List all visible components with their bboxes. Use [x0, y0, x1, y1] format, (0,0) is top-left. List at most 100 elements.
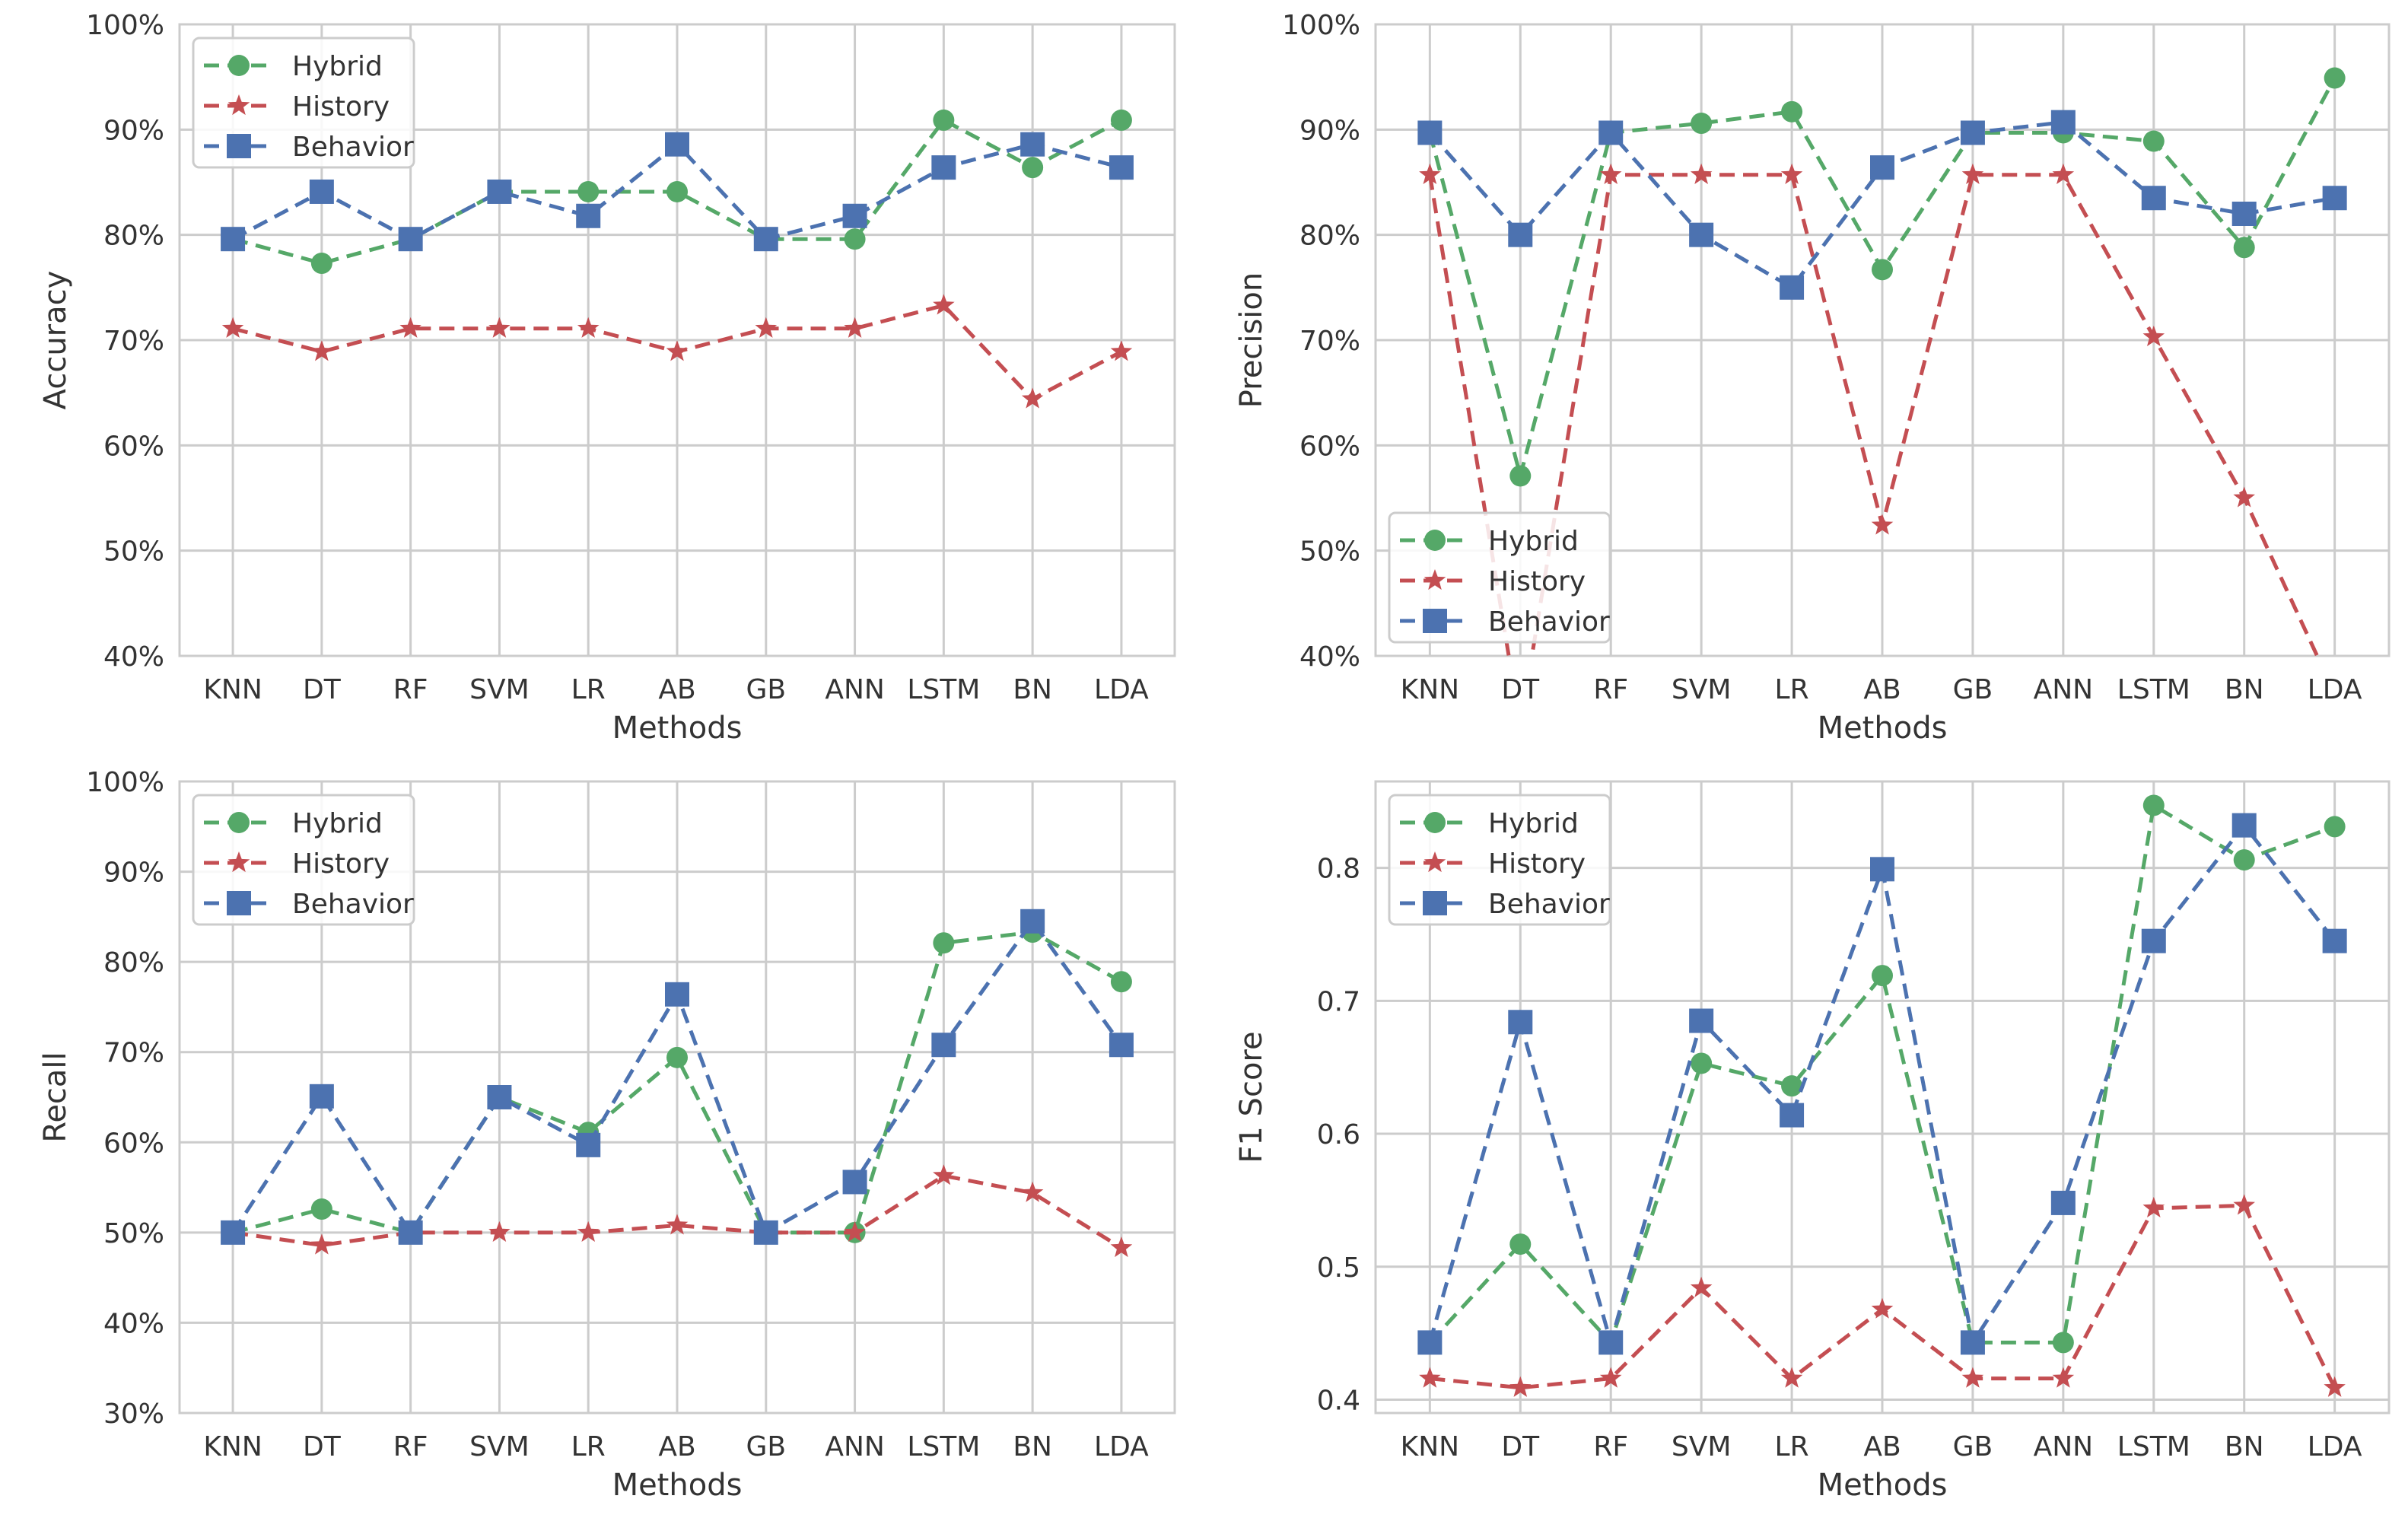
data-point-behavior	[2322, 928, 2347, 953]
data-point-history	[488, 1220, 511, 1242]
y-axis-label: Precision	[1234, 272, 1269, 408]
data-point-hybrid	[933, 932, 955, 954]
data-point-hybrid	[1022, 157, 1044, 179]
x-tick-label: DT	[303, 674, 342, 705]
data-point-hybrid	[1691, 113, 1713, 135]
data-point-history	[310, 1233, 333, 1255]
data-point-behavior	[931, 155, 956, 180]
data-point-hybrid	[1509, 465, 1532, 487]
data-point-behavior	[576, 203, 601, 228]
data-point-hybrid	[310, 253, 332, 275]
data-point-history	[1599, 1367, 1622, 1388]
y-tick-label: 90%	[103, 858, 164, 889]
data-point-history	[310, 340, 333, 361]
data-point-behavior	[1870, 155, 1894, 180]
x-tick-label: LSTM	[907, 1431, 980, 1462]
legend-marker-hybrid	[228, 812, 250, 833]
legend-label-history: History	[1488, 566, 1586, 597]
data-point-history	[1021, 387, 1044, 409]
legend-marker-hybrid	[1424, 812, 1446, 833]
data-point-hybrid	[577, 180, 600, 202]
x-tick-label: LSTM	[2117, 674, 2190, 705]
y-tick-label: 40%	[103, 641, 164, 673]
data-point-behavior	[2050, 110, 2076, 135]
data-point-behavior	[1508, 1010, 1533, 1035]
data-point-hybrid	[666, 1046, 688, 1068]
x-tick-label: GB	[1953, 674, 1993, 705]
data-point-history	[1110, 340, 1133, 361]
legend-marker-behavior	[1423, 609, 1447, 633]
data-point-behavior	[842, 203, 867, 228]
y-tick-label: 70%	[1299, 326, 1360, 357]
data-point-behavior	[753, 1220, 778, 1245]
x-tick-label: AB	[658, 674, 695, 705]
data-point-behavior	[1020, 132, 1045, 157]
y-tick-label: 30%	[103, 1399, 164, 1430]
data-point-hybrid	[1872, 259, 1893, 281]
data-point-hybrid	[1781, 1075, 1803, 1097]
chart-panel-f1-score: 0.4 0.5 0.6 0.7 0.8 KNN DT RF SVM LR AB GB ANN LSTM BN…	[1234, 780, 2391, 1503]
y-tick-label: 100%	[86, 767, 164, 798]
data-point-history	[1690, 1276, 1713, 1297]
x-tick-label: LR	[571, 1431, 606, 1462]
data-point-behavior	[1417, 1330, 1443, 1355]
data-point-history	[1871, 514, 1894, 535]
data-point-history	[1599, 163, 1622, 184]
data-point-hybrid	[844, 228, 866, 250]
x-tick-label: KNN	[203, 1431, 262, 1462]
series-layer	[1417, 67, 2347, 656]
data-point-history	[1780, 1367, 1803, 1388]
series-layer	[1417, 794, 2347, 1397]
data-point-hybrid	[1872, 965, 1893, 987]
data-point-hybrid	[2052, 1332, 2074, 1354]
data-point-history	[1110, 1236, 1133, 1258]
x-axis-label: Methods	[1818, 1468, 1948, 1503]
x-tick-label: ANN	[2034, 674, 2094, 705]
data-point-history	[1021, 1181, 1044, 1202]
data-point-history	[221, 317, 244, 338]
x-tick-label: BN	[2225, 674, 2264, 705]
data-point-history	[2233, 1194, 2255, 1215]
x-tick-label: GB	[746, 1431, 786, 1462]
chart-panel-recall: 30% 40% 50% 60% 70% 80% 90% 100% KNN DT RF SVM LR AB G…	[38, 767, 1176, 1503]
legend-label-behavior: Behavior	[1488, 889, 1610, 920]
data-point-history	[844, 1220, 866, 1242]
data-point-hybrid	[2142, 794, 2165, 816]
data-point-behavior	[1598, 1330, 1624, 1355]
data-point-history	[2233, 486, 2255, 508]
data-point-history	[577, 317, 600, 338]
x-tick-label: SVM	[1672, 674, 1732, 705]
y-tick-label: 70%	[103, 1038, 164, 1069]
data-point-behavior	[1689, 1008, 1714, 1033]
y-tick-label: 100%	[1282, 10, 1360, 41]
data-point-hybrid	[310, 1198, 332, 1220]
x-tick-label: GB	[1953, 1431, 1993, 1462]
x-tick-label: RF	[393, 674, 428, 705]
data-point-history	[2052, 163, 2075, 184]
x-tick-label: LDA	[2308, 674, 2362, 705]
y-tick-label: 80%	[103, 947, 164, 979]
x-tick-label: BN	[1013, 674, 1052, 705]
x-tick-label: LR	[1775, 1431, 1809, 1462]
data-point-hybrid	[1509, 1233, 1532, 1255]
x-tick-label: SVM	[469, 674, 530, 705]
data-point-behavior	[2322, 186, 2347, 211]
x-tick-label: SVM	[1672, 1431, 1732, 1462]
x-tick-label: AB	[658, 1431, 695, 1462]
series-layer	[221, 109, 1134, 409]
legend-marker-behavior	[227, 134, 251, 158]
series-line-hybrid	[1428, 802, 2336, 1347]
x-tick-label: LSTM	[907, 674, 980, 705]
data-point-hybrid	[1691, 1052, 1713, 1074]
data-point-history	[1961, 163, 1984, 184]
data-point-behavior	[1960, 120, 1985, 145]
data-point-behavior	[1780, 1103, 1805, 1128]
x-tick-label: AB	[1863, 1431, 1901, 1462]
x-tick-label: LSTM	[2117, 1431, 2190, 1462]
y-axis-label: Accuracy	[38, 271, 73, 410]
data-point-hybrid	[2233, 237, 2255, 259]
x-tick-label: AB	[1863, 674, 1901, 705]
data-point-history	[1961, 1367, 1984, 1388]
data-point-behavior	[2141, 186, 2166, 211]
y-tick-label: 80%	[1299, 221, 1360, 252]
